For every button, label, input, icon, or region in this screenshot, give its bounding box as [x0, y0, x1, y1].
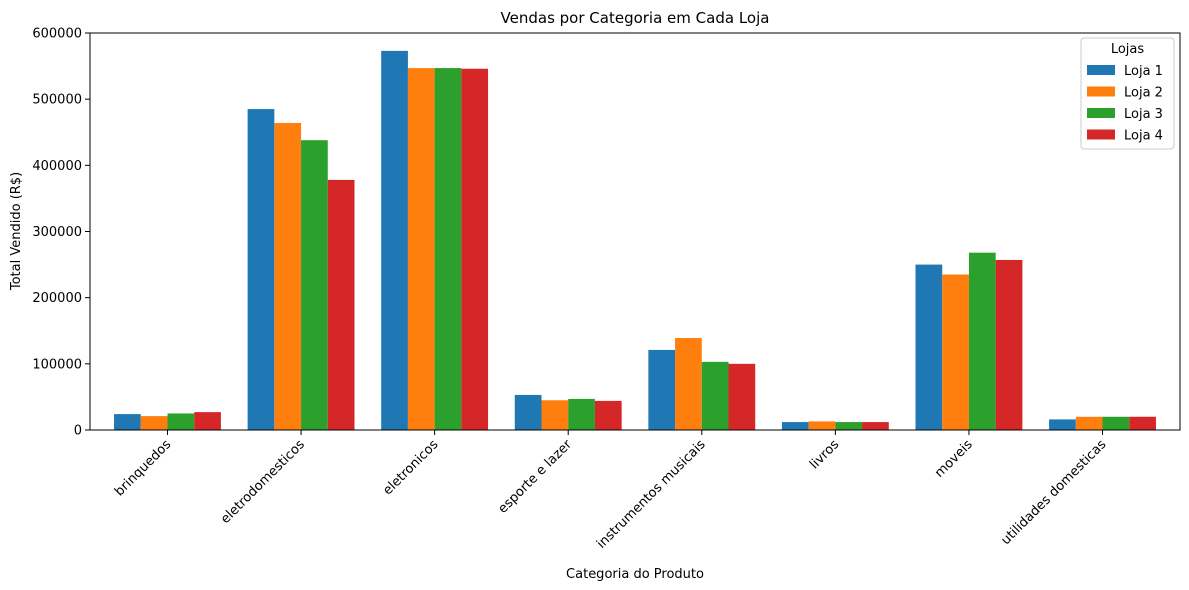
- bar-moveis-series-3: [968, 252, 996, 430]
- bar-livros-series-2: [808, 421, 836, 430]
- bar-livros-series-1: [781, 422, 809, 430]
- bar-eletronicos-series-1: [381, 50, 408, 431]
- chart-title: Vendas por Categoria em Cada Loja: [501, 9, 770, 27]
- bar-esporte-e-lazer-series-1: [514, 394, 542, 430]
- bar-moveis-series-4: [995, 259, 1023, 430]
- bar-utilidades-domesticas-series-1: [1049, 419, 1076, 430]
- bar-brinquedos-series-4: [194, 412, 221, 430]
- bar-eletronicos-series-2: [407, 68, 435, 430]
- y-tick-label: 0: [74, 424, 82, 439]
- bar-brinquedos-series-1: [114, 414, 141, 430]
- y-tick-label: 400000: [32, 159, 82, 174]
- bar-livros-series-3: [835, 422, 863, 430]
- bar-esporte-e-lazer-series-2: [541, 400, 569, 430]
- y-axis-label: Total Vendido (R$): [9, 172, 24, 291]
- bar-instrumentos-musicais-series-4: [728, 363, 756, 430]
- x-axis-label: Categoria do Produto: [566, 567, 704, 582]
- legend-swatch-series-1: [1087, 65, 1115, 75]
- bar-instrumentos-musicais-series-1: [648, 349, 676, 430]
- legend-label-series-4: Loja 4: [1124, 129, 1163, 144]
- legend-label-series-2: Loja 2: [1124, 86, 1163, 101]
- y-tick-label: 200000: [32, 291, 82, 306]
- legend-title: Lojas: [1111, 42, 1145, 57]
- bar-utilidades-domesticas-series-2: [1075, 416, 1103, 430]
- plot-frame: [89, 32, 1181, 431]
- bar-eletrodomesticos-series-1: [247, 109, 275, 430]
- bar-utilidades-domesticas-series-3: [1102, 416, 1130, 430]
- bar-eletrodomesticos-series-4: [327, 179, 355, 430]
- bar-utilidades-domesticas-series-4: [1129, 416, 1156, 430]
- bar-livros-series-4: [862, 422, 889, 430]
- bar-eletrodomesticos-series-3: [301, 140, 328, 430]
- legend-swatch-series-4: [1087, 129, 1115, 140]
- y-tick-label: 600000: [32, 27, 82, 42]
- bar-brinquedos-series-2: [140, 416, 168, 430]
- y-tick-label: 100000: [32, 357, 82, 372]
- bar-eletronicos-series-3: [434, 68, 462, 430]
- y-tick-label: 500000: [32, 93, 82, 108]
- bar-moveis-series-1: [915, 264, 943, 430]
- bar-brinquedos-series-3: [167, 413, 195, 430]
- legend-label-series-1: Loja 1: [1124, 64, 1163, 79]
- legend-swatch-series-2: [1087, 86, 1115, 97]
- legend-label-series-3: Loja 3: [1124, 107, 1163, 122]
- y-axis: 0 100000 200000 300000 400000 500000 600000: [32, 27, 90, 439]
- bar-moveis-series-2: [942, 274, 969, 430]
- bars-group: [114, 50, 1156, 431]
- bar-instrumentos-musicais-series-3: [701, 361, 729, 430]
- bar-eletronicos-series-4: [461, 68, 489, 430]
- legend: Lojas Loja 1 Loja 2 Loja 3 Loja 4: [1080, 37, 1175, 150]
- bar-instrumentos-musicais-series-2: [675, 338, 702, 430]
- y-tick-label: 300000: [32, 225, 82, 240]
- bar-esporte-e-lazer-series-4: [594, 400, 622, 430]
- bar-esporte-e-lazer-series-3: [568, 398, 595, 430]
- bar-eletrodomesticos-series-2: [274, 122, 302, 431]
- legend-swatch-series-3: [1087, 108, 1115, 118]
